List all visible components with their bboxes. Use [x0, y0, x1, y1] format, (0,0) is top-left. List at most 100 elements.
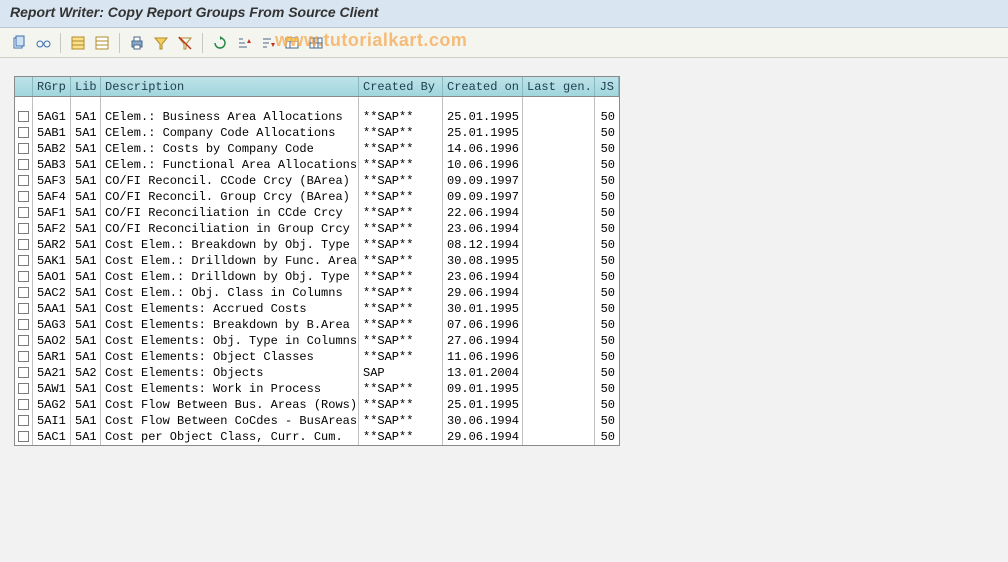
row-checkbox-cell[interactable] [15, 381, 33, 397]
col-header-created-by[interactable]: Created By [359, 77, 443, 96]
row-checkbox-cell[interactable] [15, 317, 33, 333]
row-checkbox-cell[interactable] [15, 173, 33, 189]
row-checkbox[interactable] [18, 431, 29, 442]
select-all-icon[interactable] [67, 32, 89, 54]
row-checkbox-cell[interactable] [15, 157, 33, 173]
row-checkbox[interactable] [18, 239, 29, 250]
row-checkbox[interactable] [18, 415, 29, 426]
row-checkbox-cell[interactable] [15, 221, 33, 237]
print-icon[interactable] [126, 32, 148, 54]
col-header-created-on[interactable]: Created on [443, 77, 523, 96]
table-row[interactable]: 5AF35A1CO/FI Reconcil. CCode Crcy (BArea… [15, 173, 619, 189]
table-row[interactable]: 5A215A2Cost Elements: ObjectsSAP13.01.20… [15, 365, 619, 381]
table-row[interactable]: 5AB35A1CElem.: Functional Area Allocatio… [15, 157, 619, 173]
row-checkbox[interactable] [18, 175, 29, 186]
table-row[interactable]: 5AR15A1Cost Elements: Object Classes**SA… [15, 349, 619, 365]
cell-desc: Cost Elements: Obj. Type in Columns [101, 333, 359, 349]
row-checkbox-cell[interactable] [15, 205, 33, 221]
sort-asc-icon[interactable] [233, 32, 255, 54]
filter-delete-icon[interactable] [174, 32, 196, 54]
row-checkbox[interactable] [18, 351, 29, 362]
table-row[interactable]: 5AC15A1Cost per Object Class, Curr. Cum.… [15, 429, 619, 445]
sort-desc-icon[interactable] [257, 32, 279, 54]
row-checkbox-cell[interactable] [15, 413, 33, 429]
cell-js: 50 [595, 349, 619, 365]
table-row[interactable]: 5AW15A1Cost Elements: Work in Process**S… [15, 381, 619, 397]
cell-desc: CElem.: Business Area Allocations [101, 109, 359, 125]
cell-last-gen [523, 141, 595, 157]
table-row[interactable]: 5AF45A1CO/FI Reconcil. Group Crcy (BArea… [15, 189, 619, 205]
glasses-icon[interactable] [32, 32, 54, 54]
copy-icon[interactable] [8, 32, 30, 54]
table-row[interactable]: 5AA15A1Cost Elements: Accrued Costs**SAP… [15, 301, 619, 317]
cell-rgrp: 5AI1 [33, 413, 71, 429]
cell-rgrp: 5AF3 [33, 173, 71, 189]
row-checkbox[interactable] [18, 207, 29, 218]
table-row[interactable]: 5AB25A1CElem.: Costs by Company Code**SA… [15, 141, 619, 157]
row-checkbox[interactable] [18, 399, 29, 410]
row-checkbox[interactable] [18, 367, 29, 378]
row-checkbox[interactable] [18, 143, 29, 154]
table-row[interactable]: 5AF15A1CO/FI Reconciliation in CCde Crcy… [15, 205, 619, 221]
table-row[interactable]: 5AO25A1Cost Elements: Obj. Type in Colum… [15, 333, 619, 349]
col-header-checkbox[interactable] [15, 77, 33, 96]
row-checkbox[interactable] [18, 271, 29, 282]
row-checkbox[interactable] [18, 127, 29, 138]
row-checkbox[interactable] [18, 191, 29, 202]
row-checkbox[interactable] [18, 319, 29, 330]
table-row[interactable]: 5AR25A1Cost Elem.: Breakdown by Obj. Typ… [15, 237, 619, 253]
row-checkbox-cell[interactable] [15, 189, 33, 205]
row-checkbox-cell[interactable] [15, 429, 33, 445]
table-row[interactable]: 5AO15A1Cost Elem.: Drilldown by Obj. Typ… [15, 269, 619, 285]
table-row[interactable]: 5AG35A1Cost Elements: Breakdown by B.Are… [15, 317, 619, 333]
row-checkbox[interactable] [18, 223, 29, 234]
cell-desc: Cost Elem.: Drilldown by Obj. Type [101, 269, 359, 285]
row-checkbox-cell[interactable] [15, 237, 33, 253]
table-row[interactable]: 5AG15A1CElem.: Business Area Allocations… [15, 109, 619, 125]
cell-lib: 5A1 [71, 237, 101, 253]
cell-js: 50 [595, 237, 619, 253]
grid-settings-icon[interactable] [305, 32, 327, 54]
col-header-last-gen[interactable]: Last gen. [523, 77, 595, 96]
row-checkbox-cell[interactable] [15, 285, 33, 301]
row-checkbox-cell[interactable] [15, 109, 33, 125]
row-checkbox[interactable] [18, 159, 29, 170]
refresh-icon[interactable] [209, 32, 231, 54]
table-row[interactable]: 5AC25A1Cost Elem.: Obj. Class in Columns… [15, 285, 619, 301]
row-checkbox[interactable] [18, 335, 29, 346]
row-checkbox[interactable] [18, 255, 29, 266]
cell-lib: 5A1 [71, 221, 101, 237]
col-header-lib[interactable]: Lib [71, 77, 101, 96]
table-row[interactable]: 5AG25A1Cost Flow Between Bus. Areas (Row… [15, 397, 619, 413]
filter-icon[interactable] [150, 32, 172, 54]
row-checkbox-cell[interactable] [15, 397, 33, 413]
col-header-js[interactable]: JS [595, 77, 619, 96]
table-row[interactable]: 5AF25A1CO/FI Reconciliation in Group Crc… [15, 221, 619, 237]
row-checkbox-cell[interactable] [15, 365, 33, 381]
cell-lib: 5A1 [71, 317, 101, 333]
cell-js: 50 [595, 429, 619, 445]
deselect-all-icon[interactable] [91, 32, 113, 54]
row-checkbox-cell[interactable] [15, 125, 33, 141]
separator [60, 33, 61, 53]
layout-icon[interactable] [281, 32, 303, 54]
row-checkbox[interactable] [18, 383, 29, 394]
row-checkbox-cell[interactable] [15, 333, 33, 349]
cell-lib: 5A1 [71, 285, 101, 301]
col-header-desc[interactable]: Description [101, 77, 359, 96]
row-checkbox-cell[interactable] [15, 349, 33, 365]
row-checkbox[interactable] [18, 111, 29, 122]
row-checkbox-cell[interactable] [15, 301, 33, 317]
table-row[interactable]: 5AI15A1Cost Flow Between CoCdes - BusAre… [15, 413, 619, 429]
row-checkbox-cell[interactable] [15, 141, 33, 157]
row-checkbox-cell[interactable] [15, 269, 33, 285]
row-checkbox-cell[interactable] [15, 253, 33, 269]
row-checkbox[interactable] [18, 287, 29, 298]
cell-last-gen [523, 221, 595, 237]
table-row[interactable]: 5AB15A1CElem.: Company Code Allocations*… [15, 125, 619, 141]
col-header-rgrp[interactable]: RGrp [33, 77, 71, 96]
cell-rgrp: 5AK1 [33, 253, 71, 269]
row-checkbox[interactable] [18, 303, 29, 314]
cell-created-by: **SAP** [359, 253, 443, 269]
table-row[interactable]: 5AK15A1Cost Elem.: Drilldown by Func. Ar… [15, 253, 619, 269]
